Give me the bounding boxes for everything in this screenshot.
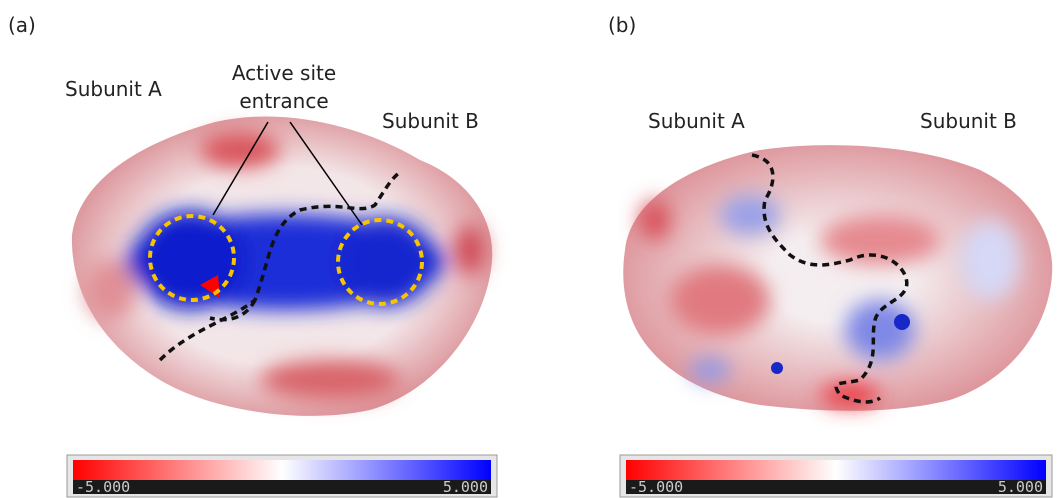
colorbar-min: -5.000 [76, 478, 130, 496]
colorbar: -5.000 5.000 [619, 454, 1053, 498]
colorbar: -5.000 5.000 [66, 454, 498, 498]
colorbar-max: 5.000 [443, 478, 488, 496]
subunit-label: Subunit A [65, 77, 162, 101]
subunit-label: Subunit B [382, 109, 479, 133]
subunit-label: Subunit B [920, 109, 1017, 133]
protein-surface [623, 145, 1053, 411]
protein-surface [71, 116, 493, 416]
active-site-circle [148, 214, 424, 306]
subunit-label: Subunit A [648, 109, 745, 133]
panel-label: (a) [8, 13, 36, 37]
colorbar-max: 5.000 [998, 478, 1043, 496]
annotation: Active site [232, 61, 336, 85]
colorbar-min: -5.000 [629, 478, 683, 496]
dashed-boundary [158, 170, 402, 362]
dashed-boundary [751, 153, 909, 404]
annotation: entrance [239, 89, 328, 113]
panel-label: (b) [608, 13, 636, 37]
